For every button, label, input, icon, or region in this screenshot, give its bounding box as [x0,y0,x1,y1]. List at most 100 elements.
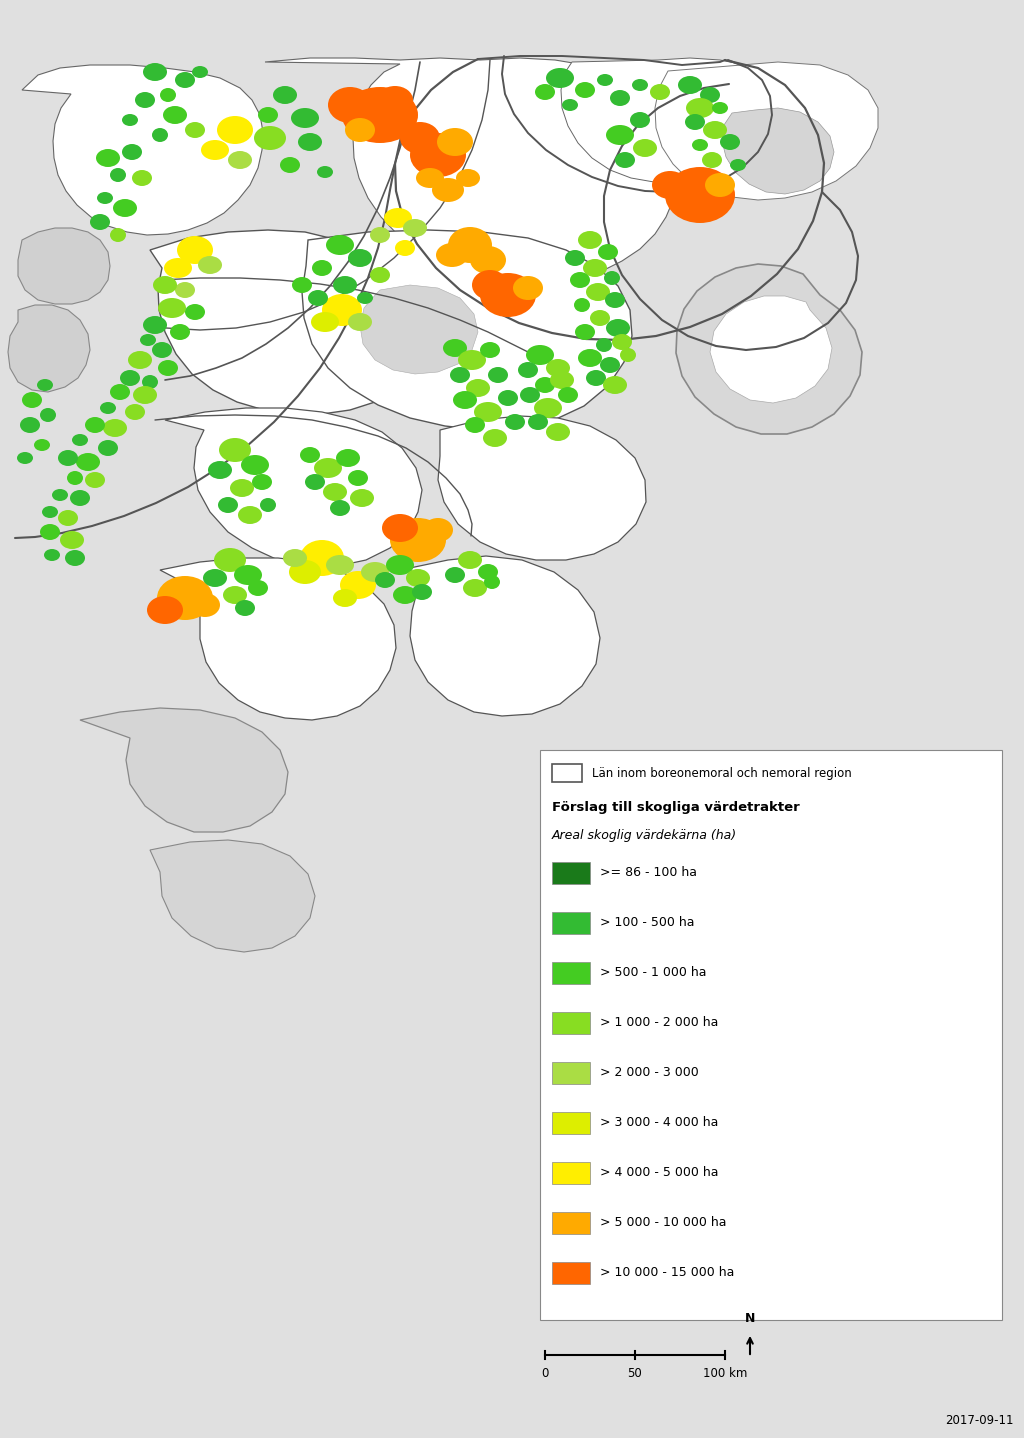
Ellipse shape [603,375,627,394]
Ellipse shape [85,417,105,433]
Text: Län inom boreonemoral och nemoral region: Län inom boreonemoral och nemoral region [592,766,852,779]
Ellipse shape [361,562,389,582]
Polygon shape [18,229,110,303]
Ellipse shape [37,380,53,391]
Ellipse shape [132,170,152,186]
Text: > 4 000 - 5 000 ha: > 4 000 - 5 000 ha [600,1166,719,1179]
Ellipse shape [198,256,222,275]
Polygon shape [438,416,646,559]
Ellipse shape [185,303,205,321]
Ellipse shape [575,324,595,339]
Ellipse shape [238,506,262,523]
Ellipse shape [17,452,33,464]
Ellipse shape [65,549,85,567]
Ellipse shape [120,370,140,385]
Ellipse shape [393,587,417,604]
Ellipse shape [488,367,508,383]
Ellipse shape [652,171,688,198]
Ellipse shape [122,144,142,160]
Polygon shape [22,65,263,234]
Ellipse shape [300,447,319,463]
Ellipse shape [518,362,538,378]
Bar [552,764,582,782]
Ellipse shape [177,236,213,265]
Ellipse shape [620,348,636,362]
Ellipse shape [305,475,325,490]
Ellipse shape [720,134,740,150]
Text: > 10 000 - 15 000 ha: > 10 000 - 15 000 ha [600,1267,734,1280]
Ellipse shape [465,417,485,433]
Ellipse shape [650,83,670,101]
Ellipse shape [546,423,570,441]
Ellipse shape [333,276,357,293]
Ellipse shape [400,122,440,154]
Ellipse shape [558,387,578,403]
Ellipse shape [598,244,618,260]
Ellipse shape [217,116,253,144]
Ellipse shape [590,311,610,326]
Ellipse shape [463,580,487,597]
Ellipse shape [323,483,347,500]
Ellipse shape [147,595,183,624]
Polygon shape [676,265,862,434]
Ellipse shape [597,73,613,86]
Ellipse shape [133,385,157,404]
Ellipse shape [260,498,276,512]
Ellipse shape [480,342,500,358]
Ellipse shape [449,227,492,263]
Ellipse shape [604,270,620,285]
Ellipse shape [158,298,186,318]
Ellipse shape [100,403,116,414]
Text: 50: 50 [628,1368,642,1380]
Ellipse shape [58,450,78,466]
Ellipse shape [575,82,595,98]
Text: 2017-09-11: 2017-09-11 [945,1414,1014,1426]
Ellipse shape [76,453,100,472]
Ellipse shape [218,498,238,513]
Ellipse shape [128,351,152,370]
Ellipse shape [163,106,187,124]
Ellipse shape [606,125,634,145]
Ellipse shape [336,449,360,467]
Ellipse shape [283,549,307,567]
Ellipse shape [612,334,632,349]
Ellipse shape [384,209,412,229]
Ellipse shape [328,88,372,124]
Ellipse shape [586,370,606,385]
Ellipse shape [258,106,278,124]
Polygon shape [150,230,426,414]
Ellipse shape [223,587,247,604]
Ellipse shape [252,475,272,490]
Ellipse shape [565,250,585,266]
Text: > 100 - 500 ha: > 100 - 500 ha [600,916,694,929]
Ellipse shape [406,569,430,587]
Ellipse shape [665,167,735,223]
Polygon shape [265,58,678,283]
Bar [552,1063,590,1084]
Ellipse shape [546,360,570,377]
Ellipse shape [135,92,155,108]
Ellipse shape [412,584,432,600]
Ellipse shape [377,86,413,114]
Polygon shape [302,230,632,430]
Ellipse shape [632,79,648,91]
Ellipse shape [342,88,418,142]
Polygon shape [410,557,600,716]
Ellipse shape [110,229,126,242]
Ellipse shape [142,375,158,390]
Ellipse shape [470,246,506,275]
Ellipse shape [535,83,555,101]
Ellipse shape [703,121,727,139]
Ellipse shape [254,127,286,150]
Ellipse shape [96,150,120,167]
Ellipse shape [300,541,344,577]
Bar [552,1212,590,1234]
Ellipse shape [103,418,127,437]
Ellipse shape [326,555,354,575]
Polygon shape [160,558,396,720]
Ellipse shape [193,66,208,78]
Ellipse shape [241,454,269,475]
Text: Förslag till skogliga värdetrakter: Förslag till skogliga värdetrakter [552,801,800,814]
Ellipse shape [526,345,554,365]
Ellipse shape [458,349,486,370]
